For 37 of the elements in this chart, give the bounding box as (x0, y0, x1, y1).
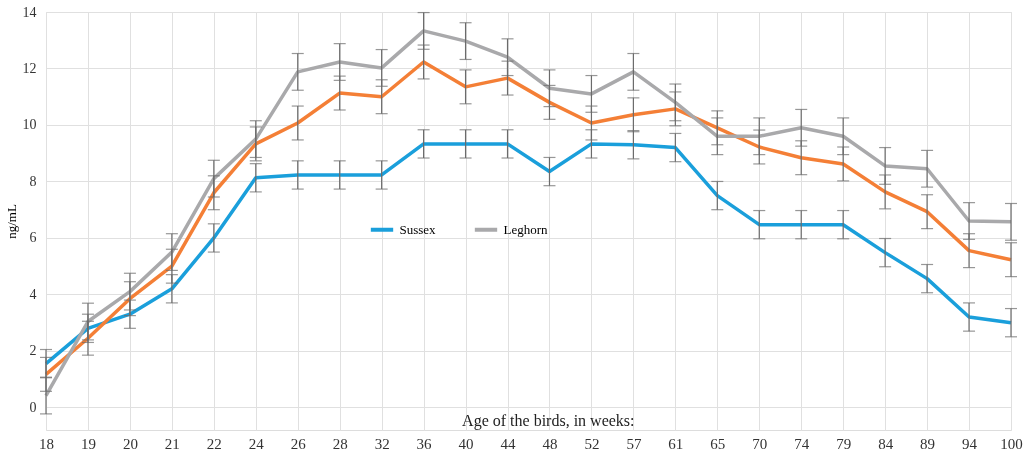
x-tick-label: 52 (584, 435, 600, 452)
legend-label: Sussex (399, 221, 437, 237)
x-tick-label: 24 (248, 435, 265, 452)
x-tick-label: 21 (164, 435, 180, 452)
x-tick-label: 84 (878, 435, 894, 452)
y-tick-label: 0 (29, 399, 37, 415)
x-tick-label: 20 (122, 435, 138, 452)
y-tick-label: 10 (22, 117, 37, 133)
y-tick-label: 4 (29, 286, 37, 302)
x-tick-label: 89 (920, 435, 936, 452)
x-tick-label: 70 (752, 435, 768, 452)
x-tick-label: 40 (458, 435, 474, 452)
x-tick-label: 65 (710, 435, 726, 452)
x-tick-label: 19 (80, 435, 96, 452)
x-tick-label: 74 (794, 435, 810, 452)
y-axis-title: ng/mL (3, 204, 19, 239)
y-tick-label: 12 (22, 60, 37, 76)
legend-label: Leghorn (503, 221, 549, 237)
x-tick-label: 44 (500, 435, 517, 452)
x-tick-label: 100 (1000, 435, 1023, 452)
x-tick-label: 32 (374, 435, 390, 452)
x-tick-label: 36 (416, 435, 433, 452)
x-tick-label: 48 (542, 435, 558, 452)
x-tick-label: 94 (962, 435, 978, 452)
x-tick-label: 18 (39, 435, 54, 452)
x-tick-label: 57 (626, 435, 642, 452)
x-tick-label: 26 (290, 435, 307, 452)
x-tick-label: 28 (332, 435, 348, 452)
line-series (44, 142, 1013, 366)
x-axis-title: Age of the birds, in weeks: (462, 411, 635, 430)
y-tick-label: 2 (29, 343, 37, 359)
y-tick-label: 14 (22, 4, 37, 20)
x-tick-label: 61 (668, 435, 684, 452)
y-tick-label: 8 (29, 173, 37, 189)
y-tick-label: 6 (29, 230, 37, 246)
x-tick-label: 22 (206, 435, 222, 452)
x-tick-label: 79 (836, 435, 852, 452)
